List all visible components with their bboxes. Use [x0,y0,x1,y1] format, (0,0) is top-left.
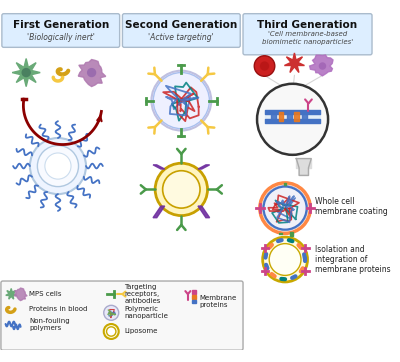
Circle shape [263,186,308,231]
Polygon shape [198,206,210,218]
Circle shape [263,237,308,282]
Circle shape [37,146,78,186]
Circle shape [163,171,200,208]
Circle shape [30,138,86,194]
Polygon shape [287,112,292,121]
Polygon shape [14,288,27,300]
Text: Isolation and
integration of
membrane proteins: Isolation and integration of membrane pr… [315,245,391,274]
Text: Polymeric
nanoparticle: Polymeric nanoparticle [124,306,168,319]
Polygon shape [153,206,165,218]
Text: Whole cell
membrane coating: Whole cell membrane coating [315,197,388,216]
Text: 'Biologically inert': 'Biologically inert' [27,33,95,42]
Text: Non-fouling
polymers: Non-fouling polymers [29,317,70,331]
Polygon shape [290,232,293,236]
Polygon shape [78,59,106,87]
Polygon shape [278,112,283,121]
Polygon shape [192,300,196,303]
Polygon shape [198,165,210,169]
Text: MPS cells: MPS cells [29,291,62,297]
Text: Proteins in blood: Proteins in blood [29,306,87,312]
Polygon shape [279,233,282,234]
Polygon shape [302,112,306,121]
Text: Targeting
receptors,
antibodies: Targeting receptors, antibodies [124,284,161,304]
FancyBboxPatch shape [243,14,372,55]
Circle shape [45,153,71,179]
Polygon shape [294,112,299,121]
Circle shape [152,71,211,131]
Text: First Generation: First Generation [13,20,109,30]
Text: 'Cell membrane-based
biomimetic nanoparticles': 'Cell membrane-based biomimetic nanopart… [262,31,353,45]
Circle shape [319,62,326,70]
Circle shape [104,305,119,320]
Polygon shape [6,289,17,299]
Circle shape [155,163,208,216]
Polygon shape [310,55,333,76]
Circle shape [269,244,301,275]
FancyBboxPatch shape [1,281,243,350]
Polygon shape [271,112,276,121]
FancyBboxPatch shape [122,14,240,47]
Polygon shape [284,53,304,72]
FancyBboxPatch shape [2,14,120,47]
Circle shape [257,84,328,155]
Text: Liposome: Liposome [124,328,158,334]
Circle shape [260,61,269,71]
Polygon shape [153,165,165,169]
Polygon shape [284,183,286,185]
Circle shape [106,327,116,336]
Circle shape [87,68,96,77]
Circle shape [254,56,275,76]
Text: Second Generation: Second Generation [125,20,238,30]
Polygon shape [192,290,196,294]
Circle shape [104,324,119,339]
Text: Third Generation: Third Generation [258,20,358,30]
Polygon shape [12,59,40,87]
Polygon shape [192,295,196,299]
Text: Membrane
proteins: Membrane proteins [199,295,236,308]
Circle shape [22,68,31,77]
Text: 'Active targeting': 'Active targeting' [148,33,214,42]
